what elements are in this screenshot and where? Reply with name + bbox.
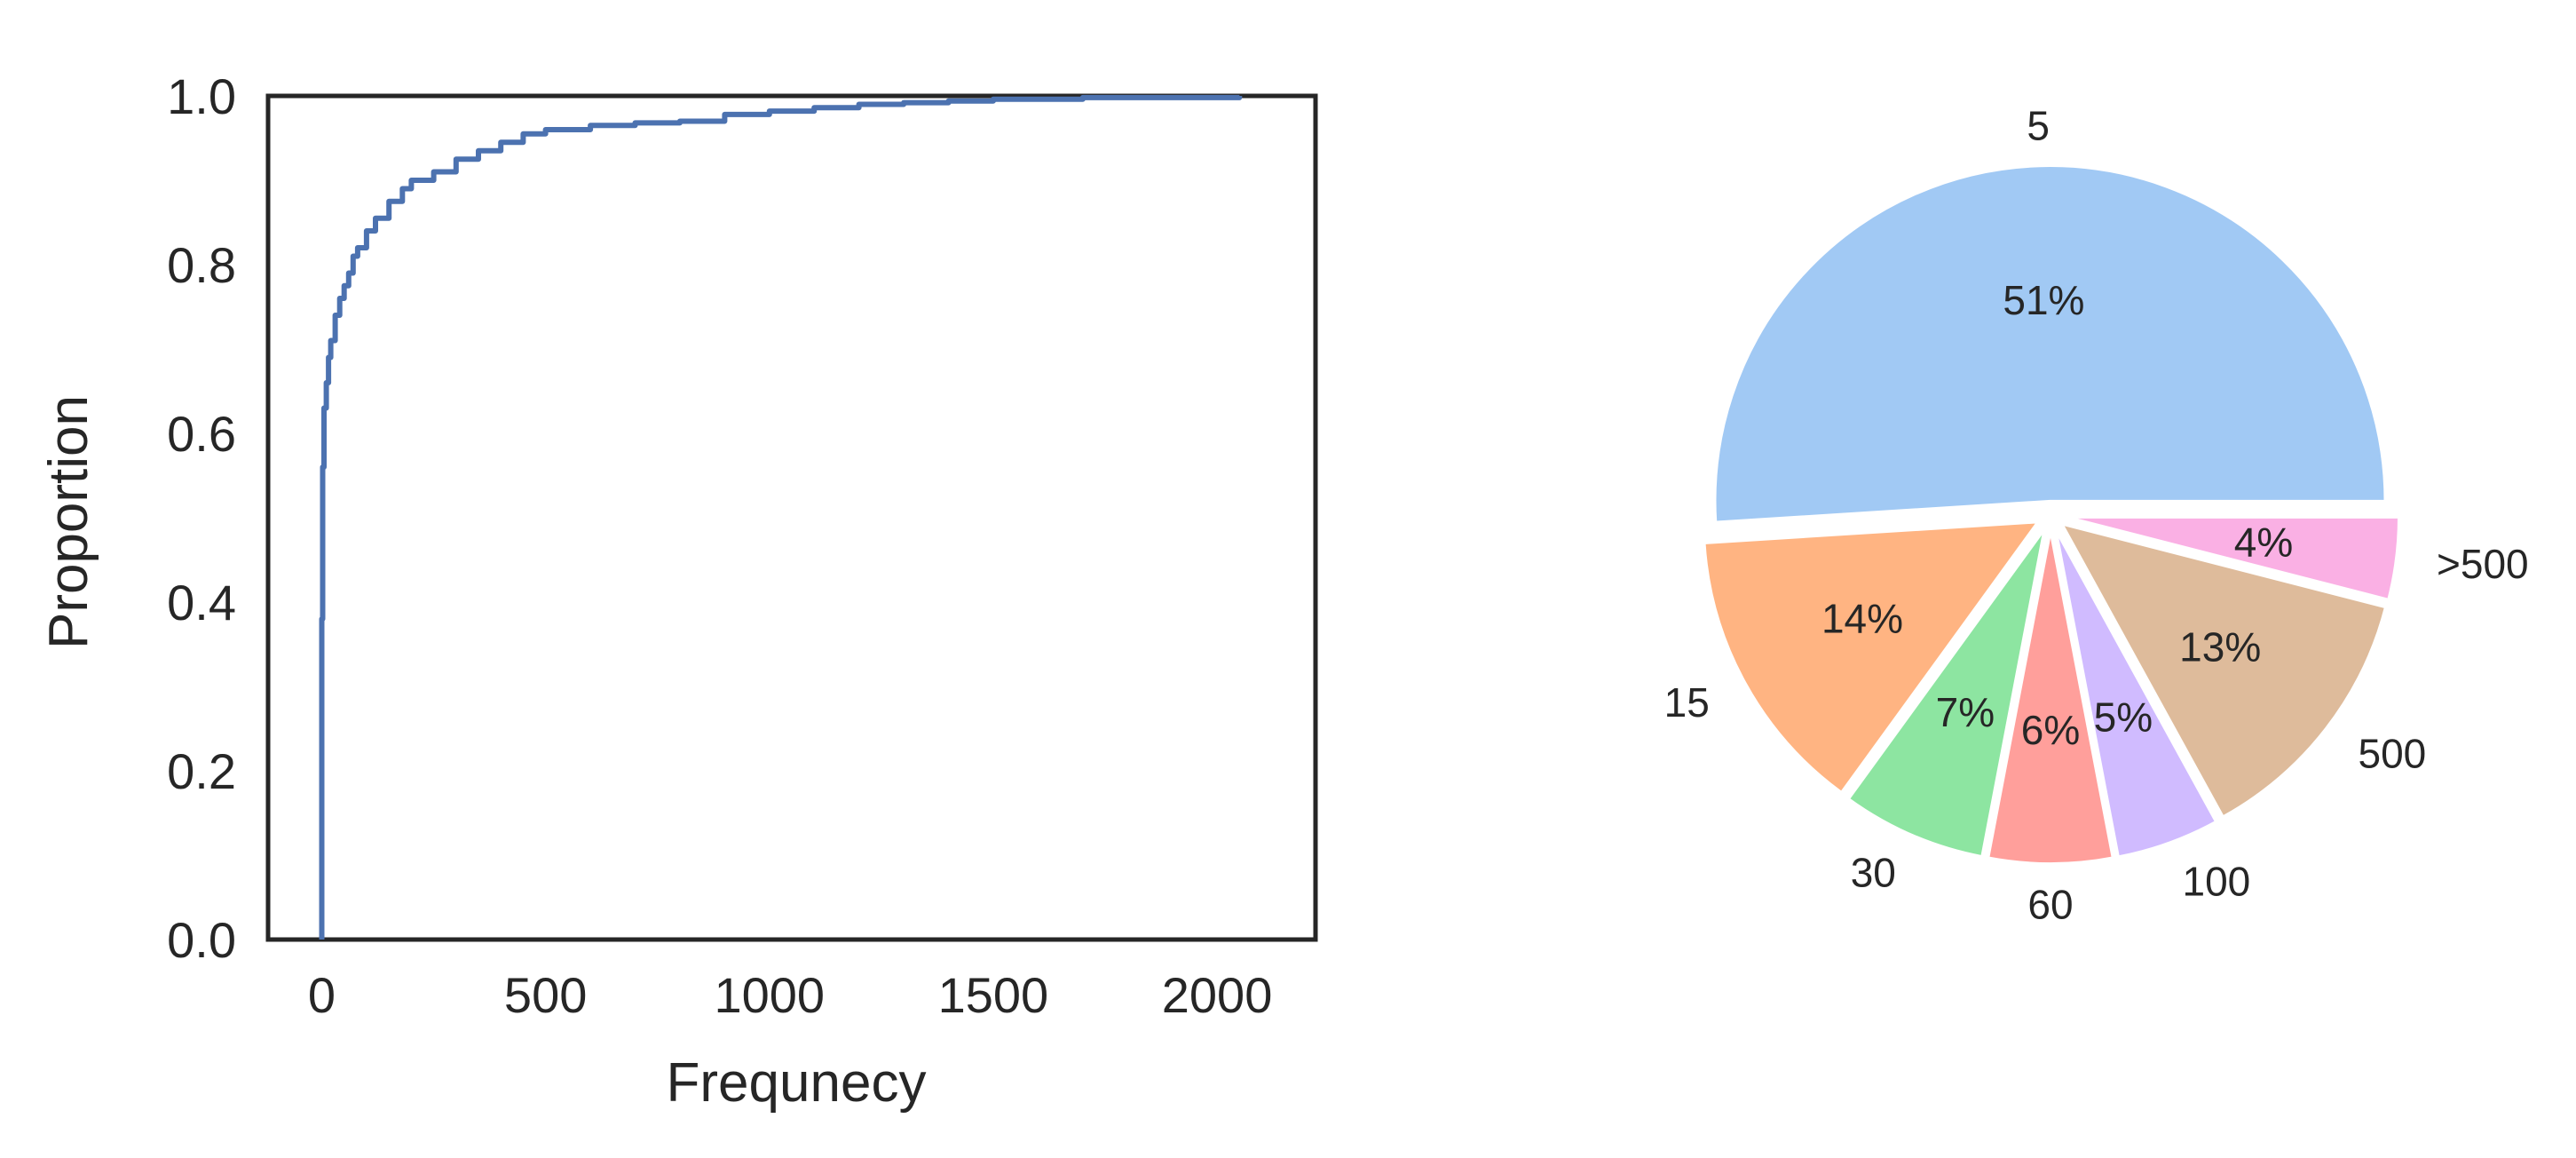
pie-slice-7 [2063,514,2402,603]
pie-percent-label: 14% [1821,596,1903,642]
ecdf-y-tick-label: 1.0 [167,68,236,124]
ecdf-y-ticks: 0.0 0.2 0.4 0.6 0.8 1.0 [167,68,236,968]
pie-percent-label: 51% [2003,277,2084,323]
ecdf-y-axis-title: Proportion [38,395,99,649]
pie-percent-label: 5% [2094,694,2153,741]
ecdf-x-tick-label: 1500 [938,967,1049,1023]
ecdf-y-tick-label: 0.6 [167,406,236,462]
ecdf-y-tick-label: 0.2 [167,743,236,799]
ecdf-y-tick-label: 0.8 [167,237,236,293]
pie-category-label: 500 [2359,731,2427,777]
ecdf-chart: 0 500 1000 1500 2000 0.0 0.2 0.4 0.6 0.8 1.0 Freq… [38,68,1318,1114]
pie-percent-label: 7% [1936,689,1995,735]
pie-slice-4 [1985,527,2116,867]
ecdf-y-tick-label: 0.0 [167,912,236,968]
pie-chart: 5 51% 15 14% 30 7% 60 6% 100 5% 500 13% >500 4% [1664,103,2529,928]
ecdf-x-tick-label: 1000 [714,967,825,1023]
ecdf-y-tick-label: 0.4 [167,575,236,631]
pie-category-label: 30 [1851,849,1896,895]
ecdf-x-tick-label: 500 [504,967,587,1023]
ecdf-plot-area [265,93,1318,942]
ecdf-x-ticks: 0 500 1000 1500 2000 [308,967,1272,1023]
pie-category-label: 15 [1664,679,1710,726]
ecdf-x-tick-label: 2000 [1162,967,1273,1023]
pie-category-label: >500 [2437,541,2529,587]
ecdf-x-tick-label: 0 [308,967,336,1023]
pie-slice-5 [2053,527,2219,860]
pie-percent-label: 6% [2021,707,2080,753]
pie-slice-1 [1712,163,2388,525]
pie-category-label: 5 [2027,103,2050,149]
pie-category-label: 60 [2027,882,2073,928]
pie-slice-2 [1702,520,2043,796]
pie-percent-label: 4% [2234,519,2293,565]
pie-percent-label: 13% [2179,623,2261,670]
pie-category-label: 100 [2183,859,2251,905]
pie-slice-6 [2057,520,2389,821]
ecdf-series-line [319,94,1243,940]
pie-slice-3 [1845,526,2047,860]
ecdf-x-axis-title: Frequnecy [667,1052,927,1114]
